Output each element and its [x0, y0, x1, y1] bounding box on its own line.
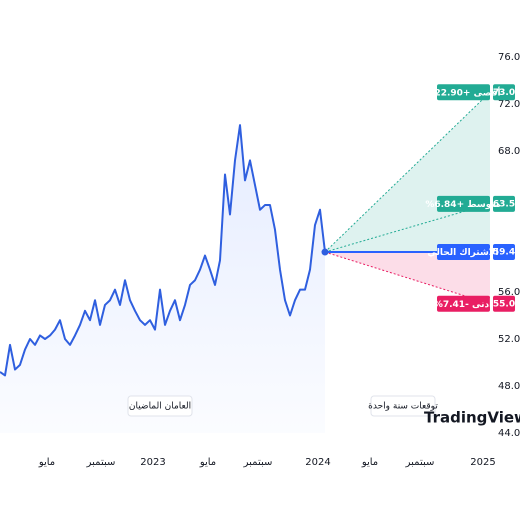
annotation: العامان الماضيان [129, 402, 191, 412]
logo: TradingView [424, 409, 520, 427]
forecast-line [324, 203, 491, 253]
annotation-box [370, 395, 436, 417]
x-tick-label: مايو [361, 457, 378, 468]
y-tick-label: 56.0 [498, 287, 520, 298]
forecast-name: متوسط [467, 199, 500, 209]
value-tag-label: 55.0 [493, 299, 515, 309]
label-pill [437, 295, 490, 312]
forecast-name: أقصى [474, 86, 501, 98]
label-pill [437, 244, 490, 261]
value-tag [493, 244, 515, 261]
annotation-box [127, 395, 193, 417]
x-tick-label: سبتمبر [243, 457, 273, 468]
value-tag-label: 63.5 [493, 199, 515, 209]
value-tag [493, 295, 515, 312]
forecast-change: +22.90% [425, 88, 470, 98]
x-tick-label: سبتمبر [405, 457, 435, 468]
current-dot [321, 248, 329, 256]
label-pill [437, 195, 490, 212]
down-fan [325, 252, 490, 304]
value-tag-label: 59.4 [493, 248, 515, 258]
label-text: متوسط +6.84% [425, 199, 500, 209]
x-tick-label: 2023 [140, 457, 165, 468]
x-tick-label: 2025 [470, 457, 495, 468]
forecast-change: +6.84% [425, 199, 464, 209]
y-tick-label: 44.00 [498, 428, 520, 439]
value-tag [493, 84, 515, 101]
forecast-line [324, 251, 491, 305]
y-tick-label: 52.0 [498, 334, 520, 345]
x-tick-label: 2024 [305, 457, 330, 468]
area [0, 125, 325, 434]
annotation: توقعات سنة واحدة [368, 402, 438, 412]
forecast-name: أدنى [472, 297, 492, 309]
x-tick-label: مايو [199, 457, 216, 468]
label-text: أدنى -7.41% [434, 297, 492, 309]
price-line [0, 124, 326, 377]
x-tick-label: مايو [38, 457, 55, 468]
x-tick-label: سبتمبر [86, 457, 116, 468]
y-tick-label: 68.0 [498, 146, 520, 157]
y-tick-label: 72.0 [498, 99, 520, 110]
y-tick-label: 48.00 [498, 381, 520, 392]
label-pill [437, 84, 490, 101]
value-tag-label: 73.0 [493, 88, 515, 98]
y-tick-label: 76.0 [498, 52, 520, 63]
forecast-change: -7.41% [434, 299, 469, 309]
value-tag [493, 195, 515, 212]
label-text: أقصى +22.90% [425, 86, 500, 98]
forecast-name: الاشتراك الحالي [427, 248, 498, 258]
label-text: الاشتراك الحالي [427, 248, 498, 258]
